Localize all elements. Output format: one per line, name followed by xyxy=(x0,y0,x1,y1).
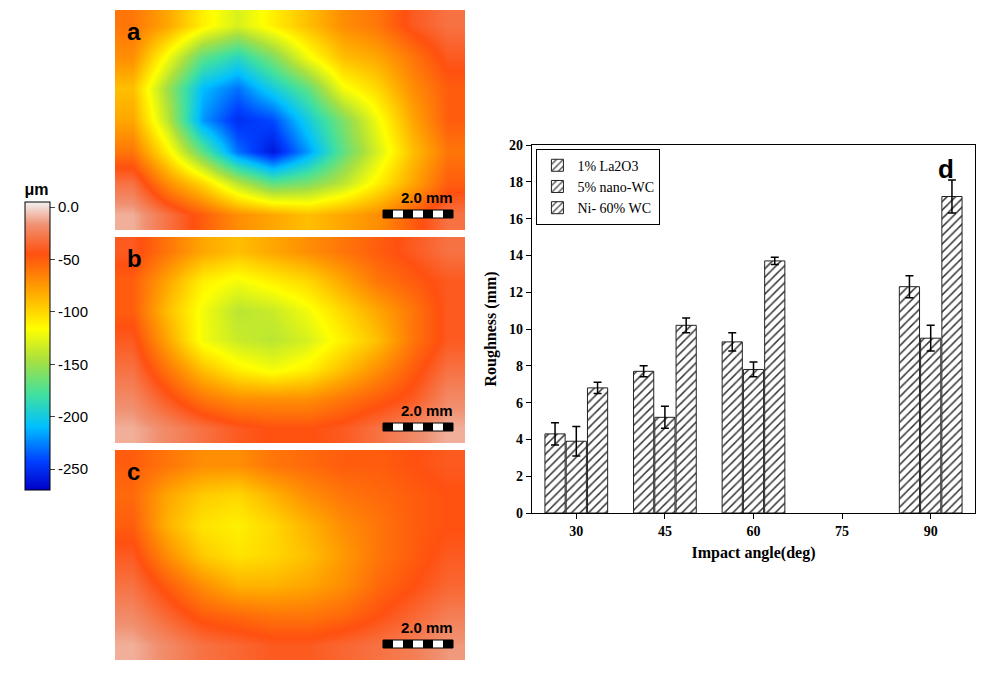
svg-text:μm: μm xyxy=(25,181,49,198)
svg-text:2.0 mm: 2.0 mm xyxy=(401,402,453,419)
svg-text:b: b xyxy=(127,245,142,272)
svg-text:2.0 mm: 2.0 mm xyxy=(401,619,453,636)
svg-text:Impact angle(deg): Impact angle(deg) xyxy=(692,544,816,562)
svg-text:-50: -50 xyxy=(58,251,80,268)
svg-text:10: 10 xyxy=(509,322,523,337)
svg-text:Roughness (mm): Roughness (mm) xyxy=(482,271,500,386)
svg-text:45: 45 xyxy=(658,524,672,539)
svg-text:-250: -250 xyxy=(58,460,88,477)
svg-text:Ni- 60% WC: Ni- 60% WC xyxy=(577,201,651,216)
svg-text:0.0: 0.0 xyxy=(58,198,79,215)
svg-text:30: 30 xyxy=(569,524,583,539)
svg-text:6: 6 xyxy=(516,396,523,411)
svg-text:8: 8 xyxy=(516,359,523,374)
svg-text:75: 75 xyxy=(835,524,849,539)
svg-text:20: 20 xyxy=(509,138,523,153)
svg-text:d: d xyxy=(938,154,954,184)
svg-text:18: 18 xyxy=(509,175,523,190)
svg-text:c: c xyxy=(127,458,140,485)
svg-text:16: 16 xyxy=(509,212,523,227)
svg-text:1% La2O3: 1% La2O3 xyxy=(577,159,638,174)
svg-text:5% nano-WC: 5% nano-WC xyxy=(577,180,654,195)
svg-text:2.0 mm: 2.0 mm xyxy=(401,189,453,206)
svg-text:2: 2 xyxy=(516,469,523,484)
svg-text:4: 4 xyxy=(516,432,523,447)
svg-text:90: 90 xyxy=(924,524,938,539)
svg-text:-200: -200 xyxy=(58,408,88,425)
svg-text:60: 60 xyxy=(747,524,761,539)
svg-text:-150: -150 xyxy=(58,356,88,373)
svg-text:0: 0 xyxy=(516,506,523,521)
svg-text:-100: -100 xyxy=(58,303,88,320)
svg-text:14: 14 xyxy=(509,248,523,263)
svg-text:a: a xyxy=(127,18,141,45)
svg-text:12: 12 xyxy=(509,285,523,300)
